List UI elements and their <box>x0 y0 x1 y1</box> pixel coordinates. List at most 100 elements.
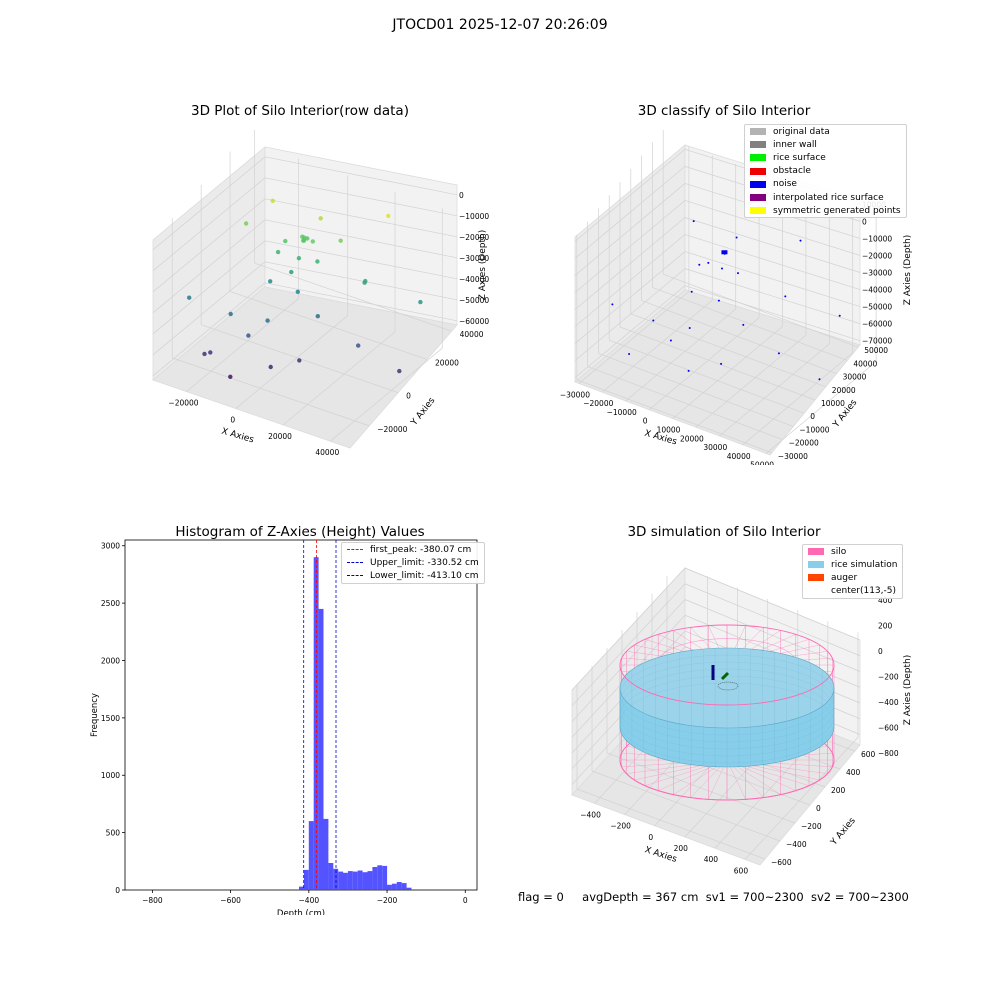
y-tick-label: 3000 <box>101 542 120 551</box>
legend-item: interpolated rice surface <box>745 191 906 204</box>
grid-line <box>609 339 805 414</box>
legend-line-swatch <box>347 575 363 577</box>
noise-point <box>652 319 655 322</box>
y-tick-label: 40000 <box>460 330 484 339</box>
z-tick-label: −10000 <box>862 234 892 243</box>
z-axis-label: Z Axies (Depth) <box>903 655 913 726</box>
grid-line <box>663 273 859 348</box>
x-tick-label: 0 <box>230 416 235 425</box>
z-tick-label: 0 <box>459 191 464 200</box>
grid-line <box>641 300 837 374</box>
grid-line <box>576 788 766 860</box>
grid-line <box>684 285 861 341</box>
y-axis-label: Y Axies <box>409 396 438 429</box>
z-tick-label: −600 <box>878 724 899 733</box>
histogram-bar <box>401 883 407 890</box>
histogram-bar <box>338 871 344 890</box>
y-tick-label: 600 <box>861 750 876 759</box>
y-tick-label: 1500 <box>101 714 120 723</box>
data-point <box>228 374 233 379</box>
y-tick-label: 0 <box>816 804 821 813</box>
simulation-legend: silo rice simulation auger center(113,-5) <box>802 544 904 599</box>
raw-data-3d-plot[interactable]: −20000 0 20000 40000 −20000 0 20000 40000 0 −1000… <box>135 130 495 460</box>
grid-line <box>264 261 458 301</box>
grid-line <box>264 282 458 322</box>
grid-line <box>152 219 266 314</box>
grid-line <box>571 583 686 706</box>
data-point <box>418 299 423 305</box>
y-tick-label: −20000 <box>789 439 819 448</box>
grid-line <box>152 261 266 356</box>
x-tick-label: −200 <box>377 896 398 905</box>
histogram-bar <box>303 869 309 890</box>
data-point <box>296 256 302 261</box>
legend-item: rice simulation <box>803 558 902 571</box>
z-tick-label: −30000 <box>862 269 892 278</box>
grid-line <box>648 317 760 411</box>
legend-label: original data <box>773 126 830 137</box>
noise-point <box>721 267 723 270</box>
data-point <box>356 343 361 348</box>
y-tick-label: 2000 <box>101 656 120 665</box>
grid-line <box>574 166 686 259</box>
noise-point <box>690 290 693 293</box>
x-tick-label: −10000 <box>607 408 637 417</box>
legend-swatch <box>750 154 766 162</box>
data-point <box>289 269 294 275</box>
grid-line <box>152 282 266 377</box>
grid-line <box>152 177 266 272</box>
legend-line-swatch <box>347 549 363 551</box>
grid-line <box>576 379 772 454</box>
z-tick-label: −70000 <box>862 337 892 346</box>
histogram-bar <box>372 867 378 890</box>
grid-line <box>186 298 299 392</box>
legend-label: interpolated rice surface <box>773 192 884 203</box>
y-tick-label: 20000 <box>435 358 459 367</box>
histogram-bar <box>357 870 363 890</box>
x-tick-label: −20000 <box>168 399 198 408</box>
grid-line <box>264 177 458 217</box>
depth-histogram[interactable]: −800 −600 −400 −200 0 0 500 1000 1500 2000 2500 300… <box>80 535 485 915</box>
avg-depth-text: avgDepth = 367 cm <box>582 890 699 904</box>
y-tick-label: −200 <box>801 822 822 831</box>
grid-line <box>684 567 861 641</box>
data-point <box>268 364 273 370</box>
histogram-bar <box>328 863 334 890</box>
x-tick-label: 20000 <box>680 434 704 443</box>
x-tick-label: 0 <box>643 417 648 426</box>
noise-point <box>692 220 695 223</box>
x-tick-label: 200 <box>674 844 689 853</box>
legend-label: first_peak: -380.07 cm <box>370 544 472 555</box>
grid-line <box>574 183 686 276</box>
sv2-text: sv2 = 700~2300 <box>810 890 909 904</box>
noise-point <box>688 327 691 329</box>
z-tick-label: −50000 <box>862 303 892 312</box>
auger-marker <box>720 671 730 681</box>
histogram-bar <box>323 818 329 890</box>
data-point <box>305 236 310 241</box>
grid-line <box>574 149 686 242</box>
grid-line <box>264 240 458 280</box>
legend-label: rice surface <box>773 152 826 163</box>
x-tick-label: −400 <box>299 896 320 905</box>
grid-line <box>264 219 458 259</box>
z-tick-label: −800 <box>878 749 899 758</box>
grid-line <box>765 361 877 454</box>
legend-label: rice simulation <box>831 559 898 570</box>
data-point <box>315 314 320 319</box>
legend-item: auger <box>803 571 902 584</box>
noise-point <box>611 303 614 306</box>
data-point <box>386 213 391 219</box>
grid-line <box>625 308 736 402</box>
legend-item: original data <box>745 125 906 138</box>
data-point <box>265 318 270 323</box>
y-axis-label: Frequency <box>90 693 100 737</box>
rice-mesh-ring <box>619 668 835 750</box>
silo-simulation-3d-plot[interactable]: −400−2000200400600−600−400−2000200400600… <box>560 555 920 875</box>
floor-pane <box>152 286 458 449</box>
grid-line <box>606 752 796 824</box>
x-tick-label: −600 <box>220 896 241 905</box>
legend-label: auger <box>831 572 858 583</box>
grid-line <box>152 240 266 335</box>
histogram-bar <box>387 884 392 890</box>
